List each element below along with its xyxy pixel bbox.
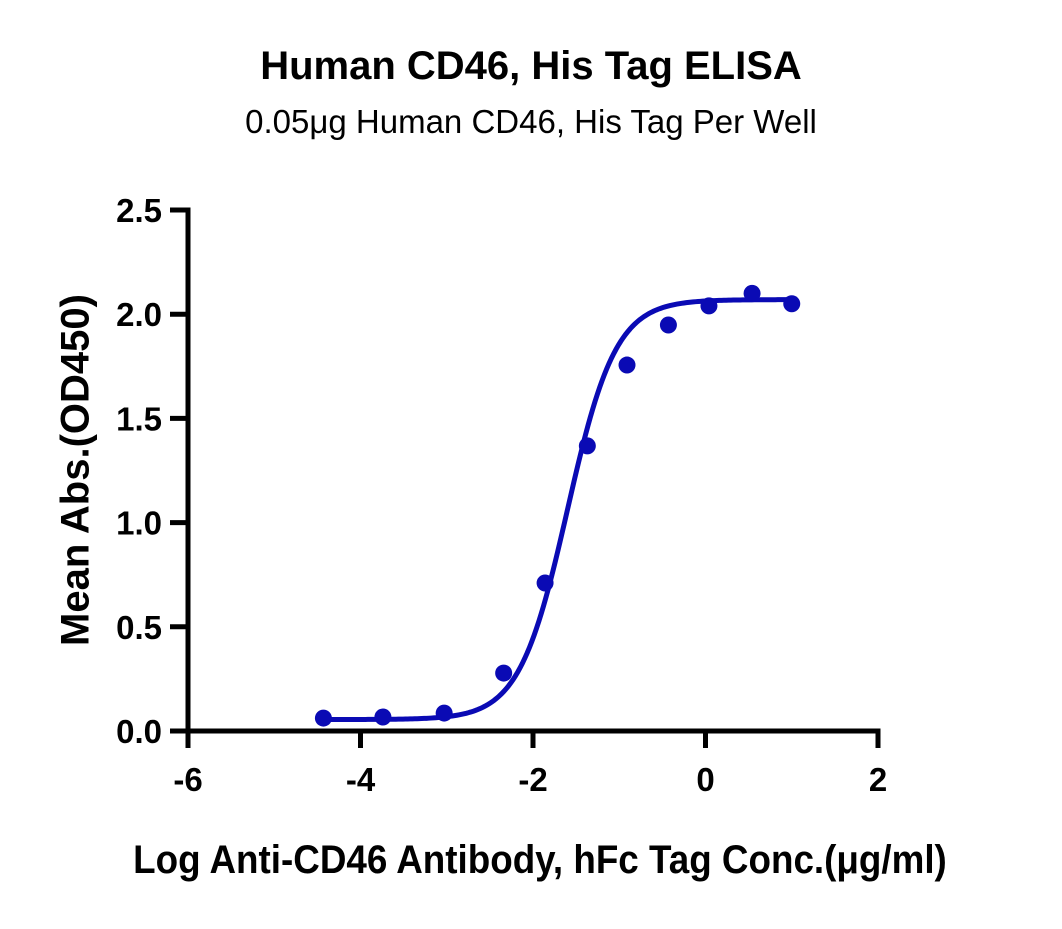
y-tick-label: 0.5 [116,609,162,646]
x-tick-label: -2 [518,761,547,798]
data-point [618,356,636,374]
data-point [783,295,801,313]
data-point [435,704,453,722]
y-tick-label: 2.0 [116,296,162,333]
axes: 0.0 0.5 1.0 1.5 2.0 2.5 -6 -4 -2 0 2 [116,192,887,798]
x-axis-label: Log Anti-CD46 Antibody, hFc Tag Conc.(μg… [133,838,947,882]
fit-curve-line [320,297,795,723]
data-point [374,708,392,726]
chart-subtitle: 0.05μg Human CD46, His Tag Per Well [245,103,817,140]
x-tick-label: 0 [696,761,714,798]
data-point [495,664,513,682]
x-tick-label: -6 [173,761,202,798]
data-points [314,284,801,727]
data-point [314,709,332,727]
data-point [700,297,718,315]
fit-curve [320,297,795,723]
data-point [536,574,554,592]
data-point [578,437,596,455]
chart-title: Human CD46, His Tag ELISA [260,44,802,88]
x-tick-label: 2 [869,761,887,798]
data-point [743,284,761,302]
data-point [659,316,677,334]
y-tick-label: 2.5 [116,192,162,229]
y-tick-label: 1.0 [116,505,162,542]
y-tick-label: 0.0 [116,713,162,750]
y-tick-label: 1.5 [116,400,162,437]
x-tick-label: -4 [346,761,376,798]
